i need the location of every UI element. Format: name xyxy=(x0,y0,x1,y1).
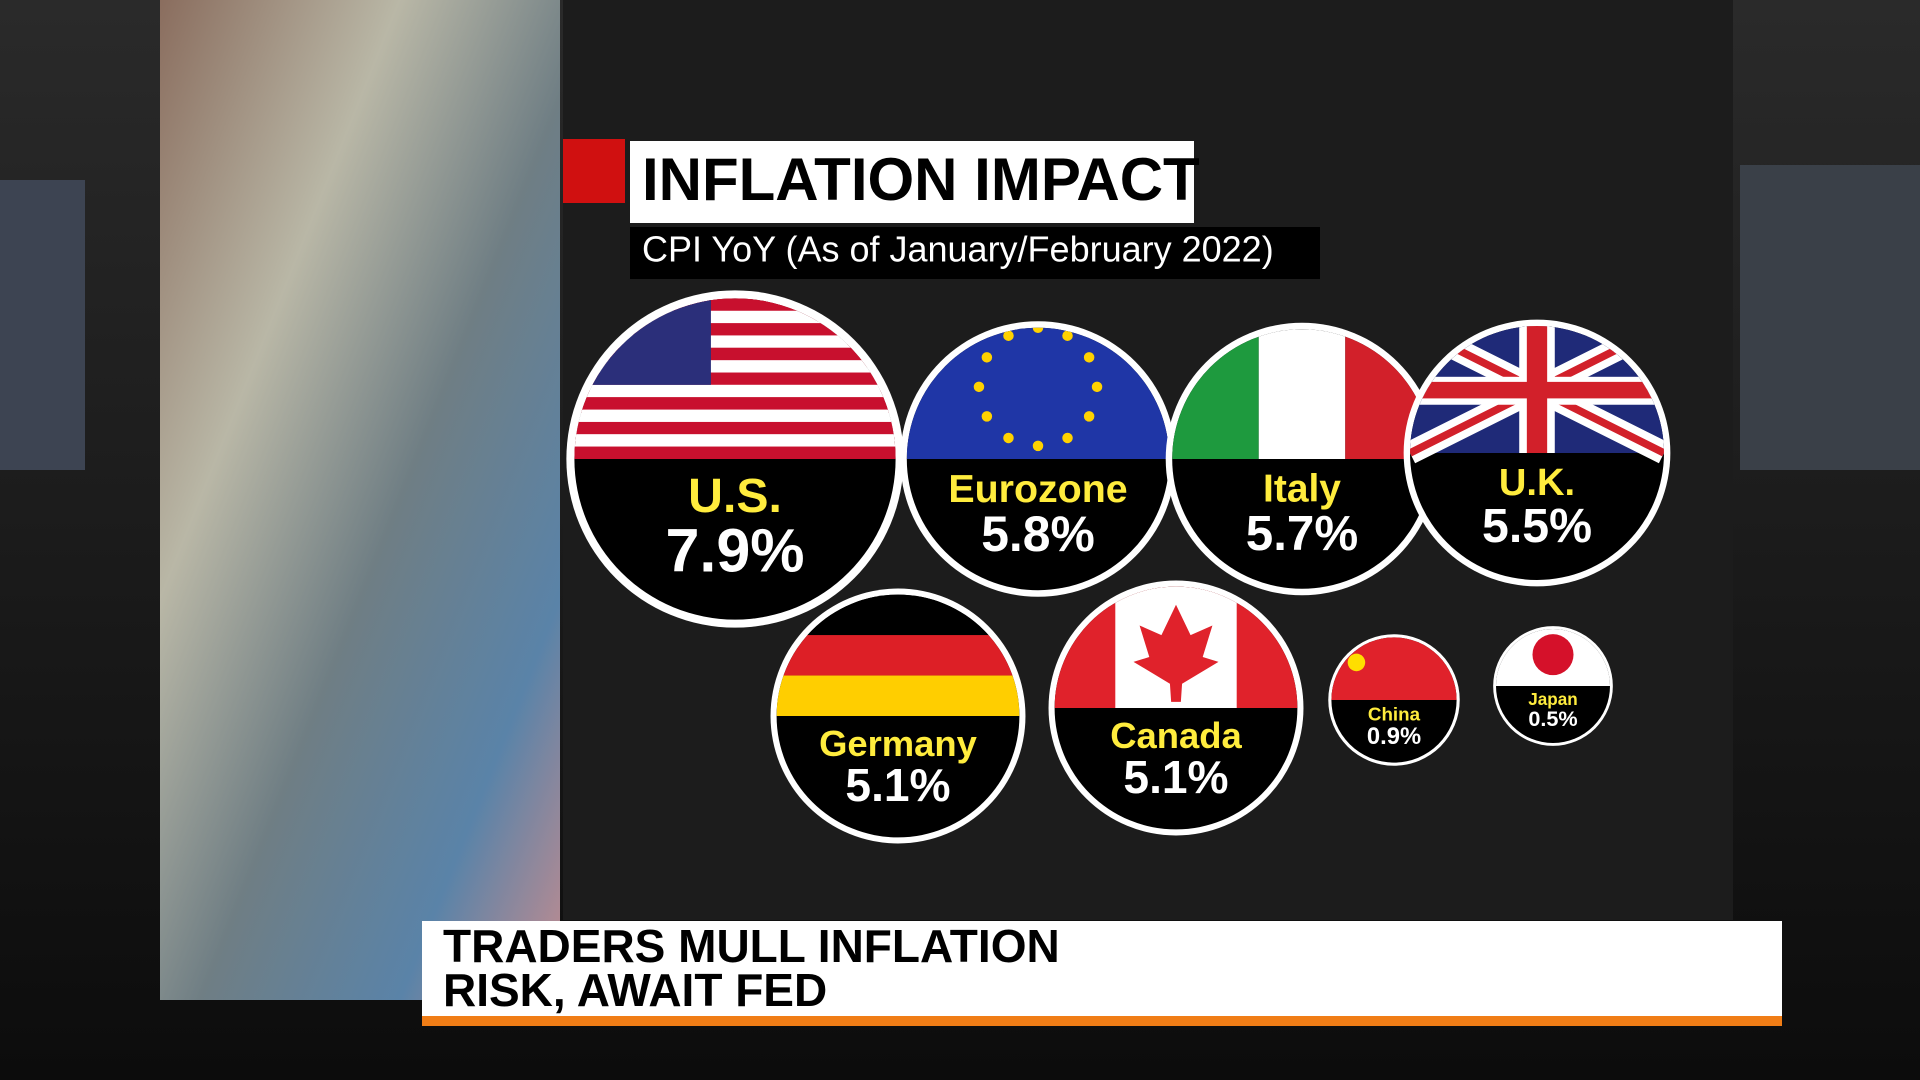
category-label: Eurozone xyxy=(948,467,1127,511)
banner-stripe xyxy=(422,1016,1782,1026)
title-accent xyxy=(563,139,625,203)
money-image xyxy=(160,0,560,1000)
flag-star xyxy=(1003,432,1014,444)
category-label: Japan xyxy=(1528,690,1577,709)
flag-star xyxy=(981,352,993,363)
value-label: 0.9% xyxy=(1367,723,1421,750)
flag xyxy=(1410,326,1664,464)
category-label: China xyxy=(1368,704,1421,725)
flag-leaf xyxy=(1133,604,1219,702)
banner-line: RISK, AWAIT FED xyxy=(443,964,827,1016)
category-label: U.S. xyxy=(688,469,782,523)
banner-box xyxy=(422,921,1782,1021)
flag-star xyxy=(1083,411,1095,422)
flag-stripe xyxy=(574,446,896,459)
flag-star xyxy=(1062,330,1073,341)
category-label: Germany xyxy=(819,723,978,764)
flag-sun xyxy=(1532,634,1574,676)
category-label: U.K. xyxy=(1499,462,1575,504)
flag xyxy=(1054,586,1298,708)
flag-stripe xyxy=(1258,329,1346,459)
category-label: Italy xyxy=(1263,468,1341,511)
title-box xyxy=(630,141,1194,223)
flag xyxy=(1172,329,1432,459)
flag-stripe xyxy=(776,635,1020,676)
value-label: 7.9% xyxy=(665,516,804,584)
value-label: 5.1% xyxy=(1123,751,1228,803)
flag-stripe xyxy=(574,421,896,435)
flag-star xyxy=(981,411,993,422)
flag-star xyxy=(1062,432,1073,444)
flag-stripe xyxy=(574,397,896,410)
banner-line: TRADERS MULL INFLATION xyxy=(443,920,1060,972)
flag-star xyxy=(1003,330,1014,341)
value-label: 0.5% xyxy=(1528,706,1577,731)
flag xyxy=(776,594,1020,716)
monitor-wall-left xyxy=(0,180,85,470)
value-label: 5.5% xyxy=(1482,499,1592,553)
chart-title: INFLATION IMPACT xyxy=(642,146,1200,213)
chart-subtitle: CPI YoY (As of January/February 2022) xyxy=(642,229,1274,270)
value-label: 5.7% xyxy=(1246,506,1358,561)
flag-stripe xyxy=(574,434,896,447)
flag xyxy=(574,298,896,459)
flag-star xyxy=(1032,440,1044,452)
flag-star xyxy=(973,381,985,393)
value-label: 5.8% xyxy=(981,506,1095,562)
flag-stripe xyxy=(574,384,896,398)
flag-cross xyxy=(1410,381,1664,399)
value-label: 5.1% xyxy=(845,759,950,811)
subtitle-box xyxy=(630,227,1320,279)
flag-star xyxy=(1083,352,1095,363)
flag-star xyxy=(1091,381,1103,393)
monitor-wall xyxy=(1740,165,1920,470)
category-label: Canada xyxy=(1110,715,1242,756)
flag-stripe xyxy=(776,675,1020,716)
flag-star xyxy=(1347,653,1366,672)
flag-stripe xyxy=(574,409,896,422)
